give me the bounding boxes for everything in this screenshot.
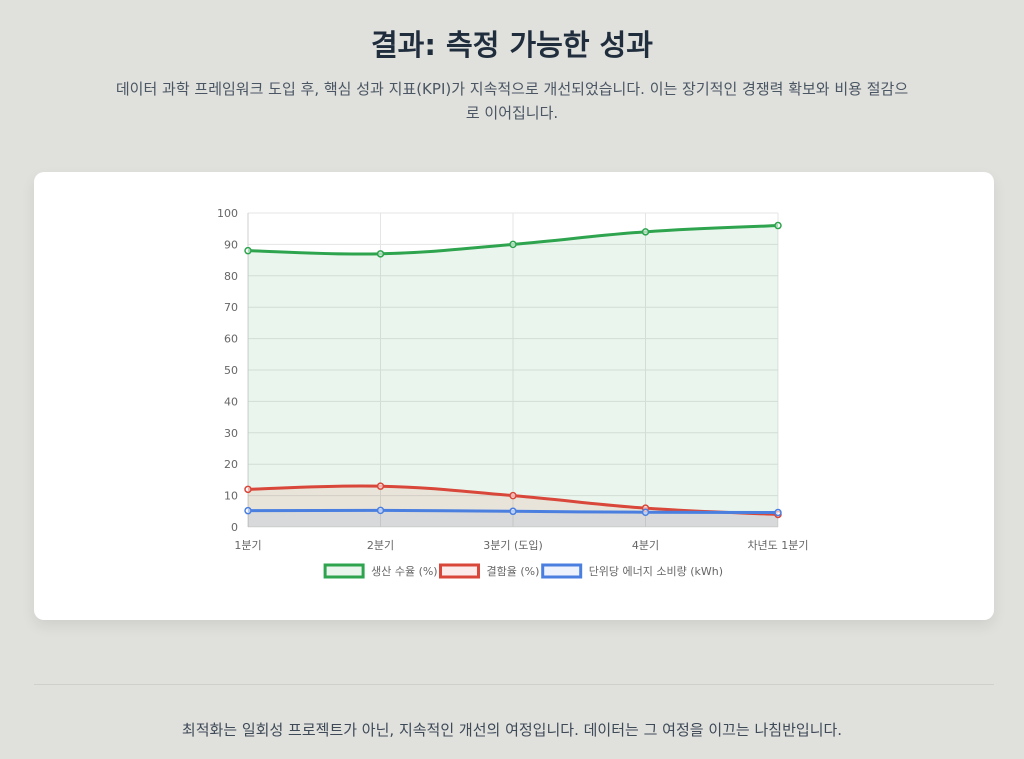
data-point[interactable] [509, 240, 517, 249]
x-tick-label: 4분기 [632, 539, 659, 552]
x-tick-label: 1분기 [234, 539, 261, 552]
footer-text: 최적화는 일회성 프로젝트가 아닌, 지속적인 개선의 여정입니다. 데이터는 … [181, 721, 843, 739]
y-tick-label: 90 [224, 238, 238, 251]
y-tick-label: 70 [224, 301, 238, 314]
y-tick-label: 0 [231, 521, 238, 534]
y-tick-label: 100 [217, 207, 238, 220]
legend-label[interactable]: 생산 수율 (%) [371, 565, 438, 578]
y-tick-label: 40 [224, 395, 238, 408]
data-point[interactable] [244, 506, 252, 515]
legend-swatch[interactable] [323, 563, 365, 579]
y-tick-label: 30 [224, 427, 238, 440]
data-point[interactable] [641, 228, 650, 236]
data-point[interactable] [376, 482, 385, 490]
legend-swatch[interactable] [541, 563, 583, 579]
data-point[interactable] [244, 485, 252, 494]
x-tick-label: 3분기 (도입) [483, 539, 543, 552]
legend-swatch[interactable] [439, 563, 480, 579]
chart-legend: 생산 수율 (%) 결함율 (%) 단위당 에너지 소비량 (kWh) [323, 563, 723, 579]
data-point[interactable] [774, 508, 782, 517]
y-tick-label: 50 [224, 364, 238, 377]
section-divider [34, 684, 994, 685]
data-point[interactable] [509, 491, 517, 500]
x-tick-label: 차년도 1분기 [747, 539, 808, 552]
kpi-line-chart: 0 10 20 30 40 50 60 70 80 90 100 1분기 2분기 3분기 (도입) 4분기… [217, 207, 809, 579]
page-subtitle: 데이터 과학 프레임워크 도입 후, 핵심 성과 지표(KPI)가 지속적으로 … [115, 80, 909, 122]
y-tick-label: 20 [224, 458, 238, 471]
x-axis-ticks: 1분기 2분기 3분기 (도입) 4분기 차년도 1분기 [234, 539, 808, 552]
x-tick-label: 2분기 [367, 539, 394, 552]
y-axis-ticks: 0 10 20 30 40 50 60 70 80 90 100 [217, 207, 238, 534]
y-tick-label: 80 [224, 270, 238, 283]
series-fills [248, 225, 778, 527]
data-point[interactable] [774, 221, 782, 230]
series-points [244, 221, 782, 519]
y-tick-label: 60 [224, 333, 238, 346]
data-point[interactable] [509, 507, 517, 516]
series-area-1 [248, 485, 778, 527]
legend-label[interactable]: 단위당 에너지 소비량 (kWh) [589, 565, 723, 578]
legend-label[interactable]: 결함율 (%) [487, 565, 540, 578]
data-point[interactable] [376, 506, 385, 515]
data-point[interactable] [376, 250, 385, 258]
series-area-0 [248, 225, 778, 527]
chart-card: 0 10 20 30 40 50 60 70 80 90 100 1분기 2분기 3분기 (도입) 4분기… [34, 172, 994, 620]
data-point[interactable] [244, 246, 252, 255]
y-tick-label: 10 [224, 490, 238, 503]
data-point[interactable] [641, 508, 650, 516]
page-title: 결과: 측정 가능한 성과 [370, 28, 653, 62]
